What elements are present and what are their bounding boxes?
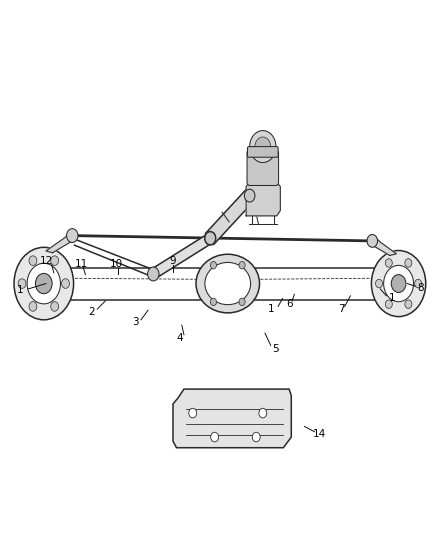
Circle shape	[27, 263, 60, 304]
Text: 9: 9	[170, 256, 177, 266]
Circle shape	[391, 274, 406, 293]
Circle shape	[255, 137, 271, 156]
Text: 4: 4	[176, 334, 183, 343]
Circle shape	[148, 267, 159, 281]
Circle shape	[35, 273, 52, 294]
Circle shape	[14, 247, 74, 320]
Text: 11: 11	[74, 259, 88, 269]
Circle shape	[189, 408, 197, 418]
Text: 2: 2	[88, 307, 95, 317]
Circle shape	[367, 235, 378, 247]
Circle shape	[211, 432, 219, 442]
Text: 14: 14	[313, 430, 326, 439]
Circle shape	[405, 300, 412, 309]
Text: 3: 3	[132, 318, 139, 327]
Circle shape	[385, 300, 392, 309]
Circle shape	[210, 298, 216, 305]
Polygon shape	[173, 389, 291, 448]
Circle shape	[375, 279, 382, 288]
Text: 12: 12	[39, 256, 53, 266]
Circle shape	[239, 298, 245, 305]
Polygon shape	[246, 181, 280, 216]
Circle shape	[250, 131, 276, 163]
Circle shape	[415, 279, 422, 288]
Circle shape	[205, 231, 216, 245]
Circle shape	[51, 302, 59, 311]
Circle shape	[244, 189, 255, 202]
Circle shape	[51, 256, 59, 265]
Text: 7: 7	[338, 304, 345, 314]
Circle shape	[62, 279, 70, 288]
Text: 10: 10	[110, 259, 123, 269]
Circle shape	[29, 302, 37, 311]
Circle shape	[239, 262, 245, 269]
Circle shape	[205, 232, 215, 245]
Ellipse shape	[205, 262, 251, 305]
Text: 5: 5	[272, 344, 279, 354]
Circle shape	[405, 259, 412, 267]
Circle shape	[18, 279, 26, 288]
Text: 1: 1	[16, 286, 23, 295]
Text: 1: 1	[268, 304, 275, 314]
Text: 1: 1	[389, 294, 396, 303]
Polygon shape	[46, 232, 77, 253]
Polygon shape	[205, 189, 254, 245]
Circle shape	[67, 229, 78, 243]
Circle shape	[29, 256, 37, 265]
Text: 6: 6	[286, 299, 293, 309]
Circle shape	[384, 265, 413, 302]
Polygon shape	[368, 237, 396, 255]
FancyBboxPatch shape	[247, 147, 278, 157]
Circle shape	[371, 251, 426, 317]
Ellipse shape	[196, 254, 259, 313]
Circle shape	[210, 262, 216, 269]
Circle shape	[385, 259, 392, 267]
Text: 8: 8	[417, 283, 424, 293]
Circle shape	[259, 408, 267, 418]
Circle shape	[252, 432, 260, 442]
Polygon shape	[149, 232, 214, 280]
FancyBboxPatch shape	[247, 150, 279, 185]
